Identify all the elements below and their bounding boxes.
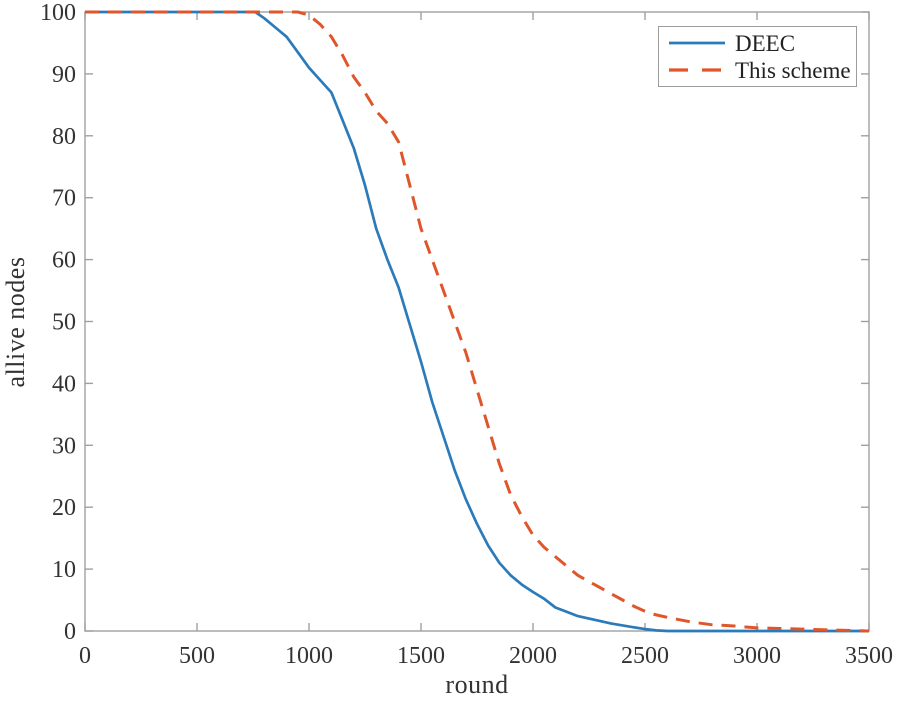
x-tick-label: 0 <box>79 643 91 669</box>
x-tick-label: 1000 <box>285 643 333 669</box>
deec-line <box>85 10 869 633</box>
y-tick-label: 0 <box>64 619 76 645</box>
plot-border <box>84 11 870 632</box>
y-tick-label: 70 <box>52 186 76 212</box>
legend-sample-deec <box>669 41 725 45</box>
legend-entry-deec: DEEC <box>659 30 856 57</box>
y-tick-label: 60 <box>52 248 76 274</box>
this-scheme-line <box>85 10 870 633</box>
legend: DEEC This scheme <box>658 26 857 87</box>
x-tick-label: 3000 <box>733 643 781 669</box>
legend-label-this-scheme: This scheme <box>735 57 851 83</box>
legend-entry-this-scheme: This scheme <box>659 57 856 84</box>
x-tick-label: 500 <box>179 643 215 669</box>
legend-label-deec: DEEC <box>735 30 796 56</box>
y-tick-label: 30 <box>52 433 76 459</box>
y-tick-label: 90 <box>52 62 76 88</box>
x-tick-label: 2500 <box>621 643 669 669</box>
y-tick-label: 50 <box>52 310 76 336</box>
x-tick-label: 2000 <box>509 643 557 669</box>
y-tick-label: 10 <box>52 557 76 583</box>
y-tick-label: 40 <box>52 371 76 397</box>
x-tick-label: 3500 <box>845 643 893 669</box>
legend-sample-this-scheme <box>669 68 725 72</box>
y-tick-label: 80 <box>52 124 76 150</box>
y-tick-label: 20 <box>52 495 76 521</box>
y-axis-label: allive nodes <box>1 256 30 388</box>
x-tick-label: 1500 <box>397 643 445 669</box>
x-axis-label: round <box>445 670 509 699</box>
y-tick-label: 100 <box>40 0 76 26</box>
